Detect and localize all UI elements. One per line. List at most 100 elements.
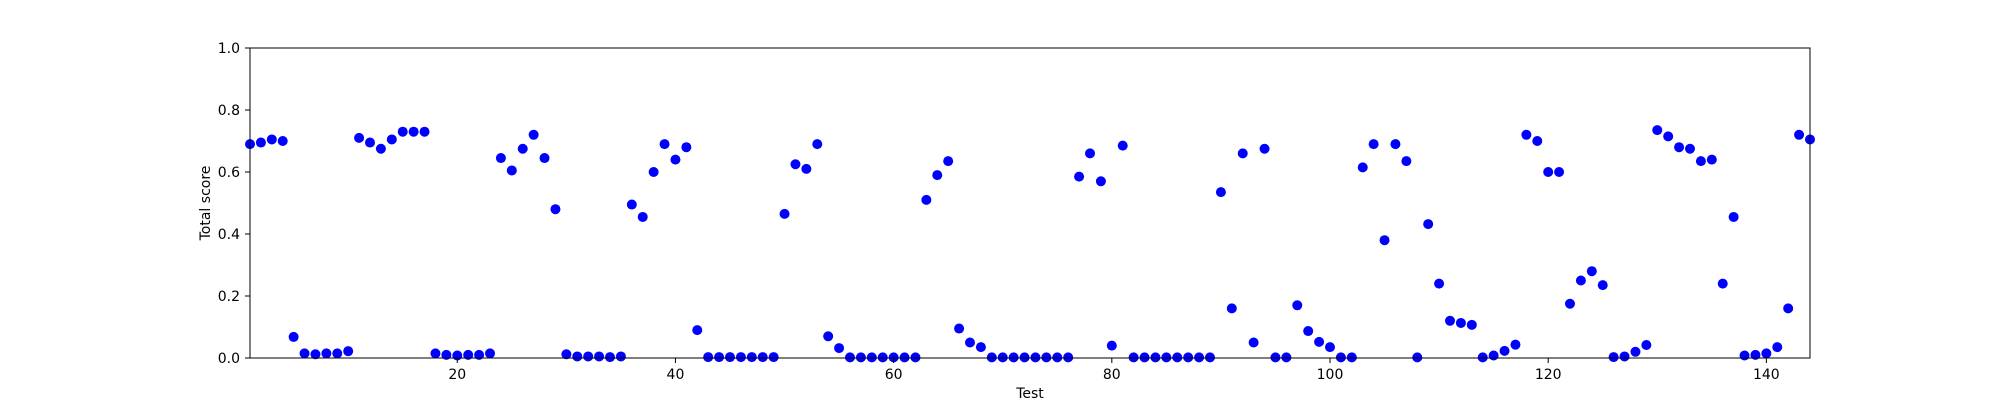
data-point [637, 211, 648, 222]
data-point [1652, 125, 1663, 136]
data-point [1510, 339, 1521, 350]
data-point [648, 167, 659, 177]
data-point [1608, 352, 1619, 363]
data-point [419, 126, 430, 137]
data-point [310, 349, 321, 360]
data-point [746, 352, 757, 363]
data-point [474, 349, 485, 360]
data-point [1390, 139, 1401, 150]
data-point [954, 323, 965, 334]
data-point [1674, 142, 1685, 153]
data-point [1106, 340, 1117, 351]
data-point [506, 165, 517, 176]
data-point [1270, 352, 1281, 363]
data-point [1019, 352, 1030, 363]
data-point [1401, 156, 1412, 167]
data-point [441, 349, 452, 360]
data-point [1041, 352, 1052, 363]
data-point [1783, 303, 1794, 314]
data-point [1499, 345, 1510, 356]
data-point [1554, 167, 1565, 177]
data-point [1466, 319, 1477, 330]
y-tick-label: 0.0 [218, 351, 240, 367]
data-point [975, 342, 986, 353]
data-point [332, 348, 343, 359]
data-point [1030, 352, 1041, 363]
data-point [517, 143, 528, 154]
data-point [1717, 278, 1728, 289]
data-point [1379, 235, 1390, 246]
x-tick-label: 120 [1535, 367, 1562, 383]
data-point [1303, 326, 1314, 337]
data-point [1423, 219, 1434, 230]
data-point [1750, 349, 1761, 360]
data-point [495, 153, 506, 164]
data-point [1685, 143, 1695, 154]
data-point [1281, 352, 1292, 363]
x-tick-label: 80 [1103, 367, 1121, 383]
data-point [572, 351, 583, 362]
data-point [1445, 315, 1455, 326]
data-point [1663, 131, 1674, 142]
data-point [1488, 350, 1499, 361]
data-point [1085, 148, 1095, 159]
y-tick-label: 1.0 [218, 41, 240, 57]
data-point [1412, 352, 1423, 363]
data-point [1772, 342, 1783, 353]
data-point [1161, 352, 1172, 363]
y-tick-label: 0.4 [218, 227, 240, 243]
data-point [1215, 187, 1226, 198]
data-point [1052, 352, 1063, 363]
data-point [812, 139, 823, 150]
data-point [1455, 317, 1466, 328]
x-tick-label: 20 [448, 367, 466, 383]
data-point [1117, 140, 1128, 151]
data-point [1597, 280, 1608, 291]
data-point [550, 204, 561, 215]
x-axis-label: Test [1015, 386, 1044, 400]
data-point [1325, 342, 1335, 353]
data-point [899, 352, 910, 363]
data-point [485, 348, 495, 359]
data-point [1346, 352, 1357, 363]
data-point [594, 351, 605, 362]
data-point [714, 352, 725, 363]
data-point [321, 348, 332, 359]
data-point [986, 352, 997, 363]
data-point [921, 194, 932, 205]
data-point [463, 349, 474, 360]
data-point [408, 126, 419, 137]
y-tick-label: 0.2 [218, 289, 240, 305]
data-point [877, 352, 888, 363]
data-point [1695, 156, 1706, 167]
data-point [365, 137, 375, 148]
data-point [1063, 352, 1074, 363]
plot-area-frame [249, 47, 1811, 359]
data-point [801, 163, 812, 174]
data-point [1194, 352, 1205, 363]
data-point [834, 343, 845, 354]
data-point [1074, 171, 1085, 182]
y-axis-label: Total score [198, 166, 214, 242]
data-point [615, 351, 626, 362]
y-tick-label: 0.6 [218, 165, 240, 181]
data-point [790, 159, 801, 170]
data-point [1259, 143, 1270, 154]
data-point [943, 156, 954, 167]
data-point [1172, 352, 1183, 363]
data-point [845, 352, 855, 363]
data-point [1314, 336, 1325, 347]
data-point [430, 348, 441, 359]
data-point [343, 346, 354, 357]
data-point [725, 352, 735, 363]
data-point [965, 337, 975, 348]
data-point [888, 352, 899, 363]
data-point [735, 352, 746, 363]
data-point [528, 129, 539, 140]
data-point [1128, 352, 1139, 363]
data-point [1368, 139, 1379, 150]
data-point [354, 132, 365, 143]
data-point [1706, 154, 1717, 165]
data-point [866, 352, 877, 363]
